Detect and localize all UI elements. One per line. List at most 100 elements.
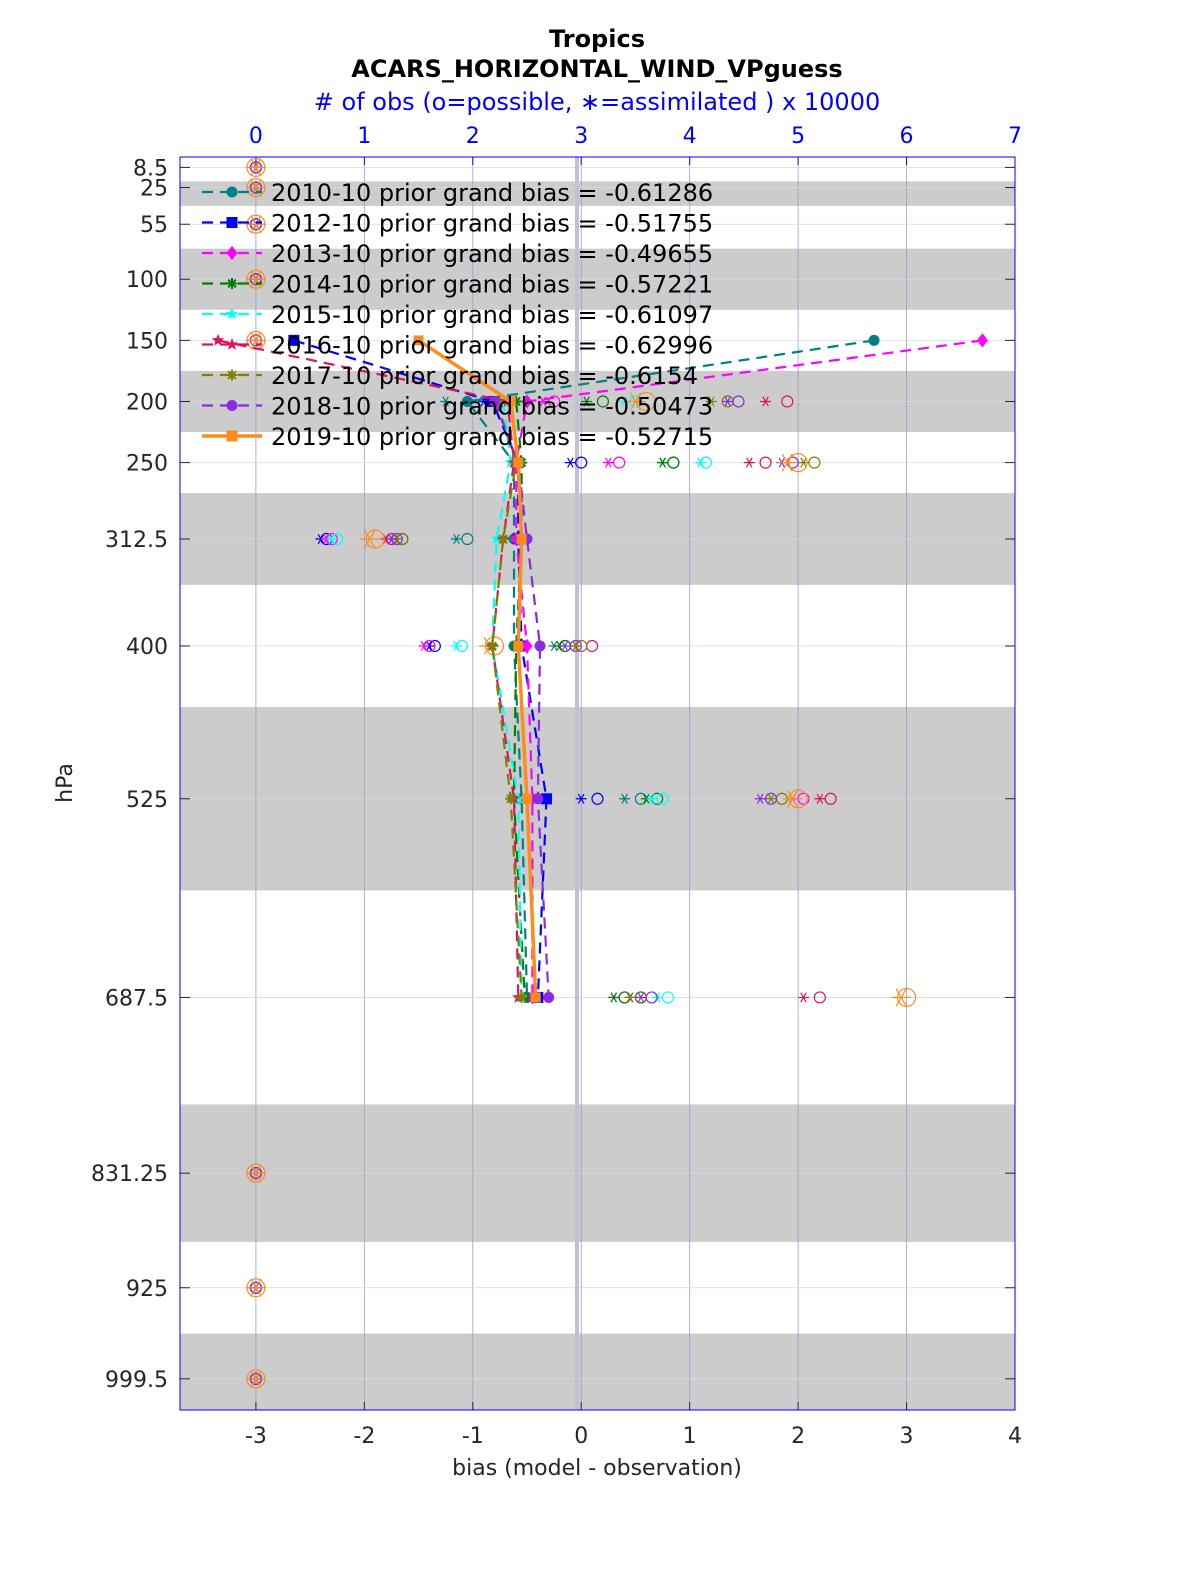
series-point: [541, 793, 553, 805]
y-tick-label: 525: [126, 788, 168, 813]
y-tick-label: 200: [126, 390, 168, 415]
zero-line: [575, 157, 579, 1410]
obs-assimilated-marker: [575, 793, 587, 804]
x-tick-label: -1: [462, 1424, 484, 1449]
obs-assimilated-marker: [451, 533, 463, 545]
y-tick-label: 999.5: [105, 1368, 168, 1393]
obs-assimilated-marker: [891, 988, 912, 1007]
obs-assimilated-marker: [777, 453, 798, 472]
y-tick-label: 831.25: [91, 1162, 168, 1187]
top-tick-label: 6: [900, 124, 914, 149]
series-point: [486, 640, 498, 652]
obs-assimilated-marker: [646, 793, 658, 804]
x-tick-label: 4: [1008, 1424, 1022, 1449]
series-point: [513, 457, 524, 468]
obs-assimilated-marker: [722, 396, 734, 407]
obs-assimilated-marker: [705, 396, 717, 407]
series-point: [976, 333, 988, 348]
y-tick-label: 25: [140, 177, 168, 202]
obs-assimilated-marker: [570, 640, 582, 652]
series-line-2015-10: [491, 401, 523, 998]
obs-count-markers: [245, 157, 917, 1389]
obs-assimilated-marker: [245, 1369, 266, 1388]
obs-assimilated-marker: [245, 1164, 266, 1183]
series-point: [532, 793, 544, 805]
series-point: [288, 334, 300, 346]
series-point: [868, 334, 880, 346]
top-tick-label: 1: [357, 124, 371, 149]
obs-assimilated-marker: [440, 396, 452, 407]
obs-assimilated-marker: [602, 457, 614, 468]
obs-possible-marker: [591, 792, 604, 805]
obs-possible-marker: [781, 395, 794, 408]
series-point: [534, 640, 546, 652]
plot-frame: [179, 156, 1016, 1411]
top-tick-label: 3: [574, 124, 588, 149]
obs-assimilated-marker: [385, 533, 397, 545]
legend-marker: [225, 337, 239, 350]
x-axis-label: bias (model - observation): [452, 1456, 742, 1481]
series-point: [521, 638, 533, 654]
obs-assimilated-marker: [581, 396, 593, 407]
obs-assimilated-marker: [635, 992, 647, 1003]
obs-assimilated-marker: [782, 789, 803, 808]
y-tick-label: 925: [126, 1277, 168, 1302]
obs-possible-marker: [759, 456, 772, 469]
top-tick-label: 7: [1008, 124, 1022, 149]
layer-band: [180, 181, 1015, 206]
legend-marker: [226, 245, 238, 261]
y-tick-label: 250: [126, 452, 168, 477]
top-tick-label: 2: [466, 124, 480, 149]
series-point: [211, 333, 225, 346]
legend-label: 2014-10 prior grand bias = -0.57221: [271, 271, 713, 299]
series-point: [530, 992, 541, 1003]
series-point: [510, 395, 522, 407]
x-tick-label: -2: [353, 1424, 375, 1449]
series-point: [461, 395, 473, 407]
obs-assimilated-marker: [564, 457, 576, 468]
series-point: [522, 793, 533, 804]
obs-assimilated-marker: [619, 793, 631, 804]
obs-assimilated-marker: [765, 793, 777, 804]
series-line-2018-10: [493, 401, 550, 998]
x-tick-label: 0: [574, 1424, 588, 1449]
obs-assimilated-marker: [245, 215, 266, 234]
obs-assimilated-marker: [814, 793, 826, 804]
obs-assimilated-marker: [451, 640, 463, 652]
legend-marker: [226, 400, 238, 411]
legend-label: 2019-10 prior grand bias = -0.52715: [271, 423, 713, 451]
x-tick-label: 1: [683, 1424, 697, 1449]
legend-marker: [226, 278, 238, 289]
obs-assimilated-marker: [418, 640, 430, 652]
series-point: [521, 394, 533, 409]
obs-possible-marker: [813, 991, 826, 1004]
obs-assimilated-marker: [625, 392, 646, 411]
series-point: [516, 991, 528, 1003]
obs-assimilated-marker: [657, 457, 669, 468]
series-point: [505, 793, 517, 805]
y-tick-label: 312.5: [105, 528, 168, 553]
series-point: [513, 640, 524, 651]
bias-series: [211, 333, 988, 1005]
legend-label: 2012-10 prior grand bias = -0.51755: [271, 210, 713, 238]
legend-marker: [225, 307, 239, 320]
top-tick-label: 5: [791, 124, 805, 149]
legend-marker: [226, 186, 238, 198]
obs-assimilated-marker: [695, 457, 707, 468]
obs-assimilated-marker: [798, 992, 810, 1003]
obs-assimilated-marker: [359, 530, 380, 548]
y-tick-label: 100: [126, 268, 168, 293]
series-line-2017-10: [491, 401, 523, 998]
series-point: [543, 991, 555, 1003]
series-point: [516, 534, 527, 545]
series-point: [413, 335, 424, 346]
series-point: [497, 533, 509, 545]
chart-subtitle: ACARS_HORIZONTAL_WIND_VPguess: [351, 55, 842, 83]
obs-assimilated-marker: [326, 533, 338, 545]
series-point: [488, 395, 500, 407]
y-tick-label: 400: [126, 635, 168, 660]
legend-label: 2015-10 prior grand bias = -0.61097: [271, 301, 713, 329]
obs-assimilated-marker: [559, 640, 571, 652]
axis-ticks: -3 -2 -1 0 1 2 3 4 0 1 2 3 4 5 6 7 8.525 55 100 150 200 250 31…: [91, 124, 1022, 1449]
